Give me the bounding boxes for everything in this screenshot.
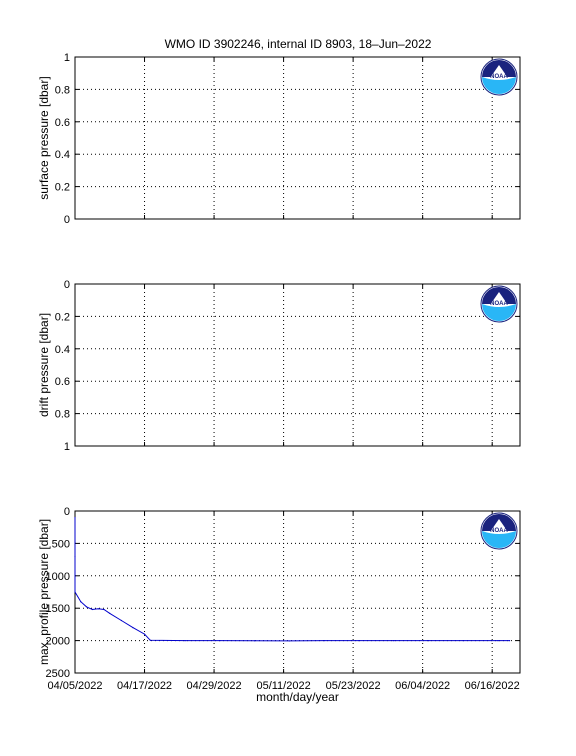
figure-title: WMO ID 3902246, internal ID 8903, 18–Jun… xyxy=(165,37,432,51)
x-tick-label: 04/17/2022 xyxy=(117,680,172,692)
data-point xyxy=(288,640,290,642)
y-tick-label: 500 xyxy=(52,538,70,550)
data-point xyxy=(497,640,499,642)
y-axis-label: surface pressure [dbar] xyxy=(37,76,51,199)
y-axis-label: drift pressure [dbar] xyxy=(37,313,51,417)
data-point xyxy=(74,591,76,593)
y-tick-label: 0.2 xyxy=(55,182,70,194)
noaa-logo-bird xyxy=(490,292,508,305)
data-point xyxy=(91,608,93,611)
data-point xyxy=(74,555,76,557)
data-point xyxy=(184,640,186,642)
y-tick-label: 0.6 xyxy=(55,376,70,388)
data-point xyxy=(219,640,221,642)
panel-2: 0 0.2 0.4 0.6 0.8 1 drift pressure [dbar] NOAA xyxy=(37,279,521,453)
y-tick-label: 0.8 xyxy=(55,84,70,96)
y-tick-label: 1000 xyxy=(46,571,70,583)
y-tick-label: 1 xyxy=(64,52,70,64)
data-point xyxy=(462,640,464,642)
data-point xyxy=(74,516,76,519)
noaa-logo-bottom xyxy=(482,531,516,548)
x-tick-label: 06/04/2022 xyxy=(395,680,450,692)
x-tick-label: 05/11/2022 xyxy=(256,680,310,692)
data-point xyxy=(427,640,430,642)
data-point xyxy=(393,640,395,642)
y-tick-label: 0.6 xyxy=(55,117,70,129)
x-tick-label: 05/23/2022 xyxy=(326,680,381,692)
y-tick-label: 0.4 xyxy=(55,344,70,356)
data-point xyxy=(254,640,256,642)
y-tick-label: 0.4 xyxy=(55,149,70,161)
x-tick-label: 06/16/2022 xyxy=(465,680,520,692)
plot-area xyxy=(74,510,521,674)
plot-area xyxy=(74,283,521,447)
y-axis-label: max. profile pressure [dbar] xyxy=(37,519,51,665)
data-point xyxy=(120,619,122,622)
data-point xyxy=(80,601,82,603)
y-tick-label: 2500 xyxy=(46,668,70,680)
data-point xyxy=(323,640,325,642)
panel-1: 0 0.2 0.4 0.6 0.8 1 surface pressure [dbar] NOA… xyxy=(37,52,521,226)
data-point xyxy=(143,633,146,635)
y-tick-label: 1500 xyxy=(46,603,70,615)
x-tick-label: 04/29/2022 xyxy=(187,680,242,692)
data-point xyxy=(508,640,511,642)
data-point xyxy=(85,606,88,608)
y-tick-label: 0 xyxy=(64,506,70,518)
noaa-logo-icon: NOAA xyxy=(480,58,518,96)
noaa-logo-text: NOAA xyxy=(490,74,508,80)
y-tick-label: 0 xyxy=(64,214,70,226)
data-point xyxy=(97,608,99,610)
noaa-logo-bottom xyxy=(482,77,516,94)
x-tick-label: 04/05/2022 xyxy=(47,680,102,692)
noaa-logo-bird xyxy=(490,65,508,78)
x-axis-label: month/day/year xyxy=(256,690,339,704)
panel-3: 0 500 1000 1500 2000 2500 max. profile pressur… xyxy=(37,506,521,704)
y-tick-label: 1 xyxy=(64,441,70,453)
y-tick-label: 0.2 xyxy=(55,311,70,323)
data-series-line xyxy=(74,517,510,642)
noaa-logo-bird xyxy=(490,519,508,532)
data-point xyxy=(149,639,151,641)
data-point xyxy=(358,640,360,642)
noaa-logo-text: NOAA xyxy=(490,301,508,307)
data-point xyxy=(132,627,134,629)
plot-area xyxy=(74,56,521,220)
data-point xyxy=(103,608,105,611)
y-tick-label: 2000 xyxy=(46,636,70,648)
y-tick-label: 0.8 xyxy=(55,409,70,421)
noaa-logo-icon: NOAA xyxy=(480,512,518,550)
data-point xyxy=(109,612,111,614)
noaa-logo-icon: NOAA xyxy=(480,285,518,323)
noaa-logo-bottom xyxy=(482,304,516,321)
noaa-logo-text: NOAA xyxy=(490,528,508,534)
y-tick-label: 0 xyxy=(64,279,70,291)
